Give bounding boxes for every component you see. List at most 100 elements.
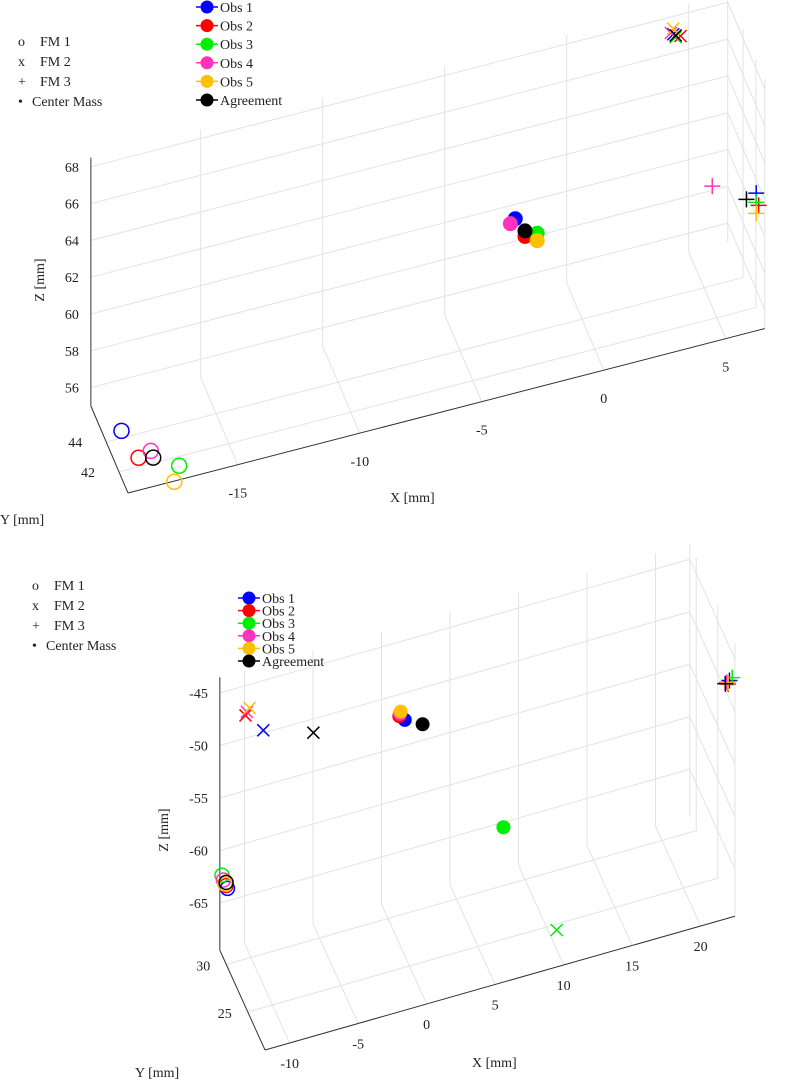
y-axis	[219, 950, 266, 1051]
z-tick-label: 64	[65, 234, 79, 249]
legend-label: Obs 2	[220, 20, 253, 35]
legend-label: Obs 3	[220, 38, 253, 53]
marker-legend-label: FM 2	[40, 55, 71, 70]
y-tick-label: 42	[81, 466, 95, 481]
x-tick-label: -10	[350, 455, 369, 470]
legend-label: Agreement	[262, 655, 324, 670]
fm2-marker	[669, 28, 683, 42]
x-tick-label: 0	[600, 392, 607, 407]
series-obs-2	[218, 676, 737, 894]
legend-label: Obs 1	[262, 592, 295, 607]
center-mass-marker	[496, 820, 511, 835]
marker-legend-label: FM 3	[54, 619, 85, 634]
marker-legend-label: Center Mass	[32, 95, 102, 110]
center-mass-marker	[415, 717, 430, 732]
grid-line	[727, 38, 766, 127]
grid-line	[90, 149, 728, 315]
grid-line	[90, 222, 728, 389]
y-tick-label: 25	[218, 1007, 232, 1022]
grid-line	[219, 611, 690, 746]
fm3-marker	[717, 675, 734, 692]
marker-legend-label: FM 1	[54, 579, 85, 594]
z-axis-label: Z [mm]	[33, 258, 48, 301]
fm1-marker	[113, 422, 130, 440]
legend-marker	[242, 641, 256, 655]
grid-line	[90, 1, 728, 168]
fm3-marker	[704, 178, 721, 195]
marker-legend-symbol: •	[18, 95, 23, 110]
fm3-marker	[748, 205, 765, 222]
series-obs-1	[219, 672, 738, 897]
legend-label: Obs 4	[220, 57, 253, 72]
y-axis-label: Y [mm]	[0, 513, 44, 528]
grid-line	[322, 345, 361, 434]
series-obs-5	[165, 22, 765, 491]
grid-line	[219, 663, 690, 799]
z-tick-label: 66	[65, 198, 79, 213]
grid-line	[689, 559, 736, 660]
z-tick-label: -60	[189, 845, 208, 860]
fm1-marker	[170, 457, 188, 475]
grid-line	[244, 943, 291, 1044]
legend-marker	[200, 0, 214, 14]
x-tick-label: 15	[625, 959, 639, 974]
grid-line	[219, 716, 690, 851]
grid-line	[219, 768, 690, 904]
grid-line	[727, 112, 766, 200]
marker-legend-label: Center Mass	[46, 639, 116, 654]
y-axis	[90, 405, 129, 494]
grid-line	[381, 904, 428, 1005]
z-tick-label: -65	[189, 897, 208, 912]
z-tick-label: 62	[65, 271, 79, 286]
x-tick-label: -5	[476, 424, 488, 439]
fm2-marker	[306, 726, 320, 740]
series-obs-4	[215, 674, 735, 888]
grid-line	[689, 769, 736, 870]
legend-marker	[242, 604, 256, 618]
series-obs-5	[216, 674, 737, 892]
marker-legend-label: FM 2	[54, 599, 85, 614]
y-axis-label: Y [mm]	[135, 1066, 179, 1081]
grid-line	[655, 826, 702, 927]
marker-legend-symbol: +	[18, 75, 26, 90]
grid-line	[118, 307, 757, 473]
legend-marker	[200, 19, 214, 33]
x-axis-label: X [mm]	[472, 1056, 517, 1071]
z-tick-label: -45	[189, 687, 208, 702]
grid-line	[444, 314, 483, 402]
grid-line	[689, 664, 736, 765]
z-tick-label: -55	[189, 792, 208, 807]
grid-line	[689, 611, 736, 712]
fm2-marker	[550, 923, 564, 937]
z-tick-label: 68	[65, 161, 79, 176]
legend-marker	[200, 74, 214, 88]
legend-marker	[242, 654, 256, 668]
fm2-marker	[243, 701, 257, 715]
legend-label: Obs 2	[262, 605, 295, 620]
legend-marker	[200, 56, 214, 70]
x-tick-label: -15	[228, 487, 247, 502]
marker-legend-label: FM 3	[40, 75, 71, 90]
grid-line	[689, 716, 736, 817]
grid-line	[449, 884, 496, 985]
z-axis-label: Z [mm]	[157, 808, 172, 851]
fm1-marker	[165, 473, 183, 491]
grid-line	[106, 277, 744, 443]
legend-label: Obs 4	[262, 630, 295, 645]
grid-line	[688, 251, 727, 339]
grid-line	[312, 923, 359, 1024]
grid-line	[518, 865, 565, 966]
marker-legend-symbol: x	[18, 55, 25, 70]
fm3-marker	[720, 674, 737, 691]
marker-legend-symbol: o	[32, 579, 39, 594]
legend-label: Obs 3	[262, 617, 295, 632]
z-tick-label: 60	[65, 308, 79, 323]
fm3-marker	[750, 197, 767, 214]
marker-legend-label: FM 1	[40, 35, 71, 50]
series-obs-1	[113, 27, 765, 440]
grid-line	[727, 2, 766, 90]
fm2-marker	[256, 723, 270, 737]
grid-line	[90, 185, 728, 352]
